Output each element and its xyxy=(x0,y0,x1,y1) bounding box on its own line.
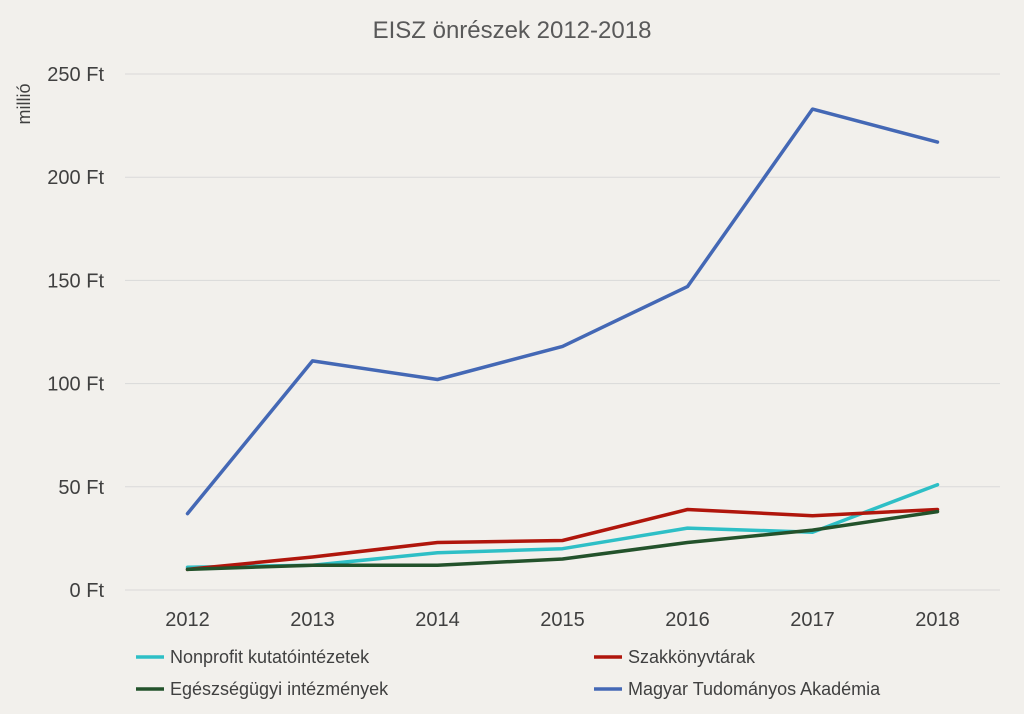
x-tick-label: 2012 xyxy=(165,609,210,631)
y-tick-label: 50 Ft xyxy=(58,477,104,499)
x-tick-label: 2018 xyxy=(915,609,960,631)
legend-label: Egészségügyi intézmények xyxy=(170,679,389,699)
gridlines xyxy=(125,73,1000,591)
x-tick-label: 2014 xyxy=(415,609,460,631)
y-tick-label: 100 Ft xyxy=(47,374,104,396)
x-tick-label: 2016 xyxy=(665,609,710,631)
legend-label: Magyar Tudományos Akadémia xyxy=(628,679,881,699)
y-axis-label: millió xyxy=(14,83,34,124)
legend-label: Szakkönyvtárak xyxy=(628,647,756,667)
y-tick-label: 200 Ft xyxy=(47,167,104,189)
x-tick-label: 2015 xyxy=(540,609,585,631)
chart-title: EISZ önrészek 2012-2018 xyxy=(373,17,652,44)
y-tick-label: 150 Ft xyxy=(47,270,104,292)
y-tick-label: 250 Ft xyxy=(47,64,104,86)
series-line-2 xyxy=(185,507,940,572)
series-line-4 xyxy=(185,107,940,516)
x-tick-label: 2013 xyxy=(290,609,335,631)
y-axis-ticks: 0 Ft 50 Ft 100 Ft 150 Ft 200 Ft 250 Ft xyxy=(47,64,104,602)
x-tick-label: 2017 xyxy=(790,609,835,631)
series-lines xyxy=(185,107,940,572)
x-axis-ticks: 2012 2013 2014 2015 2016 2017 2018 xyxy=(165,609,960,631)
legend: Nonprofit kutatóintézetek Szakkönyvtárak E… xyxy=(136,647,881,699)
y-tick-label: 0 Ft xyxy=(70,580,105,602)
series-line-3 xyxy=(185,509,940,572)
legend-label: Nonprofit kutatóintézetek xyxy=(170,647,370,667)
series-line-1 xyxy=(185,482,940,570)
